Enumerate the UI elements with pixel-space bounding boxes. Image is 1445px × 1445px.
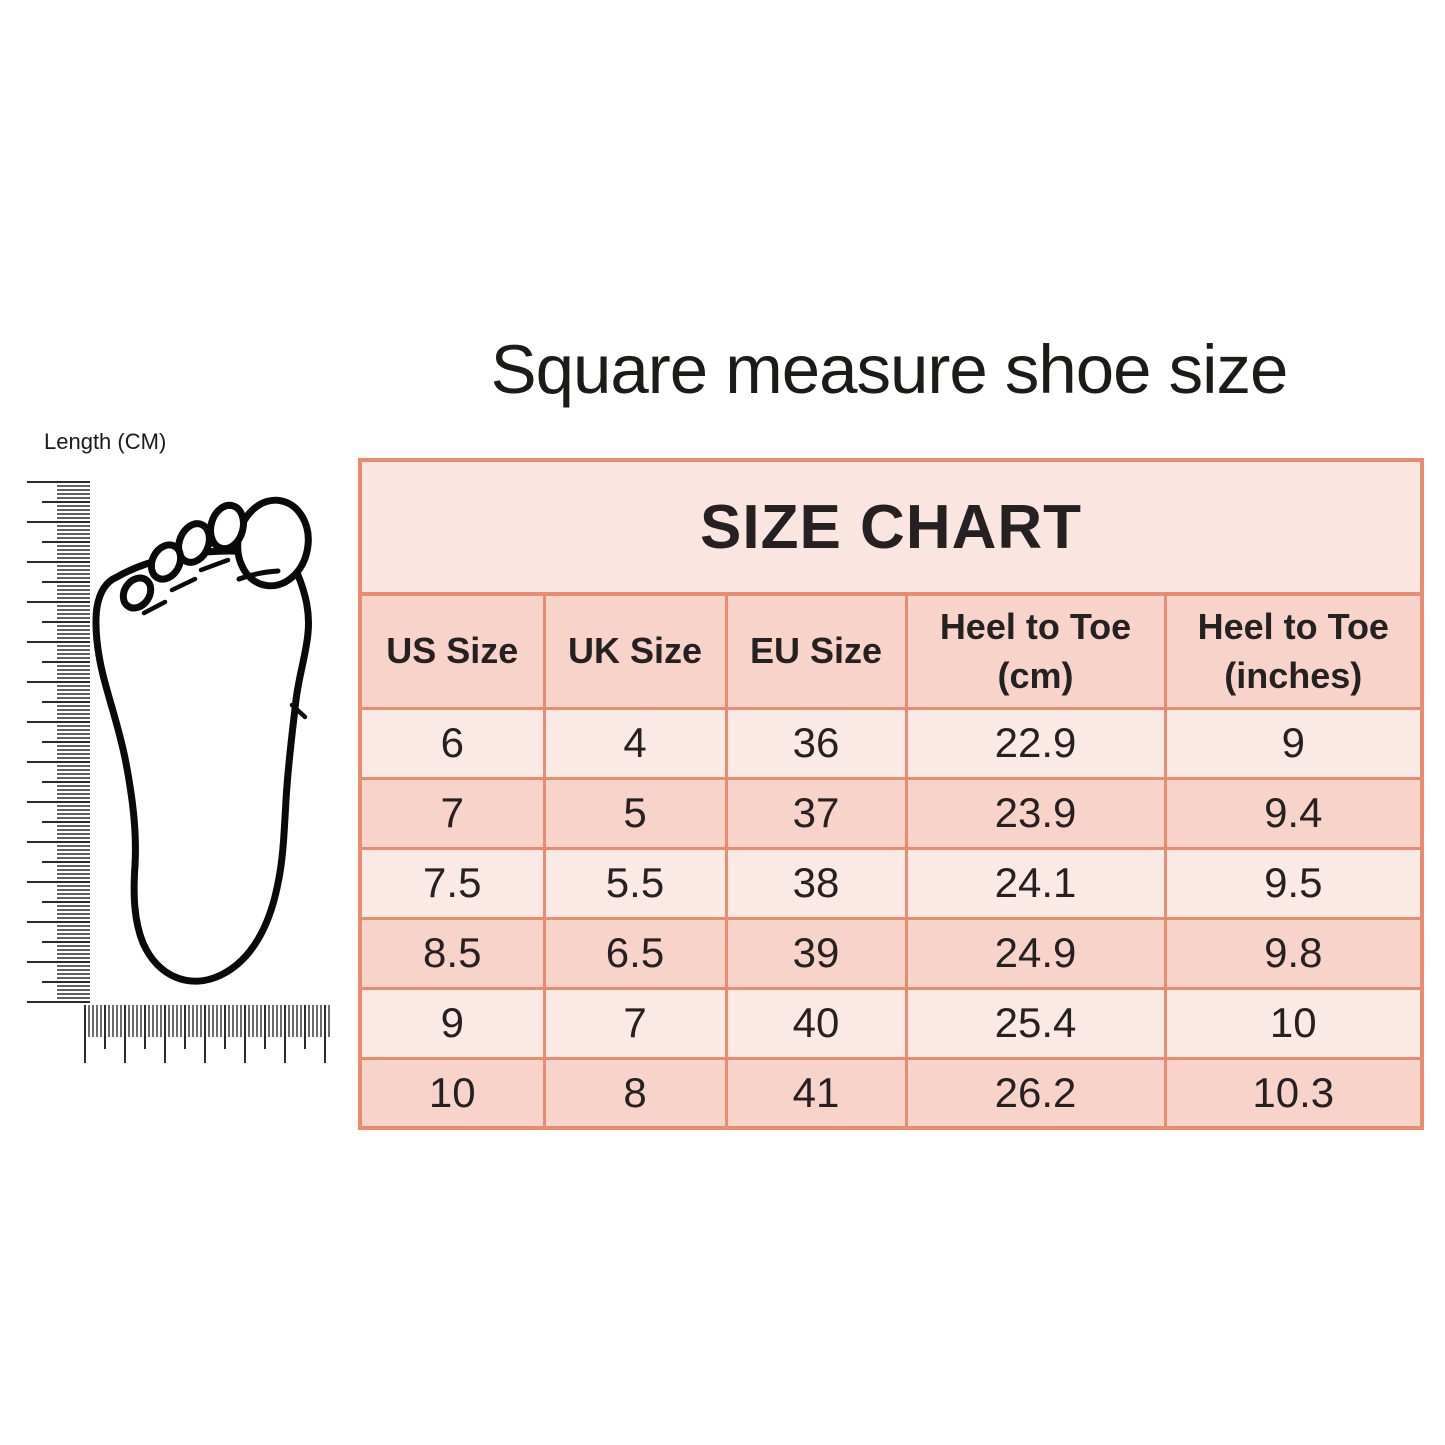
table-title-row: SIZE CHART <box>358 458 1424 596</box>
table-row: 6 4 36 22.9 9 <box>358 706 1424 780</box>
table-cell: 10 <box>358 1056 546 1130</box>
column-header-eu-size: EU Size <box>724 592 908 710</box>
table-cell: 22.9 <box>904 706 1167 780</box>
table-cell: 40 <box>724 986 908 1060</box>
horizontal-ruler-icon <box>84 1005 330 1063</box>
table-cell: 25.4 <box>904 986 1167 1060</box>
table-cell: 6 <box>358 706 546 780</box>
table-cell: 37 <box>724 776 908 850</box>
table-row: 7 5 37 23.9 9.4 <box>358 776 1424 850</box>
foot-outline-icon <box>92 496 312 985</box>
table-cell: 8 <box>542 1056 728 1130</box>
table-row: 7.5 5.5 38 24.1 9.5 <box>358 846 1424 920</box>
table-cell: 9 <box>1163 706 1424 780</box>
ruler-length-label: Length (CM) <box>44 429 167 454</box>
table-cell: 6.5 <box>542 916 728 990</box>
table-cell: 24.1 <box>904 846 1167 920</box>
table-cell: 7.5 <box>358 846 546 920</box>
column-header-uk-size: UK Size <box>542 592 728 710</box>
table-cell: 38 <box>724 846 908 920</box>
table-row: 8.5 6.5 39 24.9 9.8 <box>358 916 1424 990</box>
column-header-us-size: US Size <box>358 592 546 710</box>
page-title: Square measure shoe size <box>490 331 1289 408</box>
table-cell: 7 <box>358 776 546 850</box>
table-cell: 4 <box>542 706 728 780</box>
table-cell: 9.8 <box>1163 916 1424 990</box>
table-cell: 9.4 <box>1163 776 1424 850</box>
table-cell: 10 <box>1163 986 1424 1060</box>
table-cell: 8.5 <box>358 916 546 990</box>
table-cell: 5.5 <box>542 846 728 920</box>
square-measure-illustration <box>27 481 330 1063</box>
table-cell: 26.2 <box>904 1056 1167 1130</box>
table-cell: 23.9 <box>904 776 1167 850</box>
table-row: 9 7 40 25.4 10 <box>358 986 1424 1060</box>
table-cell: 10.3 <box>1163 1056 1424 1130</box>
table-cell: 24.9 <box>904 916 1167 990</box>
table-cell: 39 <box>724 916 908 990</box>
table-cell: 41 <box>724 1056 908 1130</box>
table-cell: 9.5 <box>1163 846 1424 920</box>
table-cell: 9 <box>358 986 546 1060</box>
column-header-heel-to-toe-inches: Heel to Toe (inches) <box>1163 592 1424 710</box>
table-row: 10 8 41 26.2 10.3 <box>358 1056 1424 1130</box>
table-cell: 7 <box>542 986 728 1060</box>
vertical-ruler-icon <box>27 481 90 1003</box>
table-heading: SIZE CHART <box>358 458 1424 596</box>
table-cell: 5 <box>542 776 728 850</box>
size-chart-table: SIZE CHART US Size UK Size EU Size Heel … <box>358 458 1425 1130</box>
table-header-row: US Size UK Size EU Size Heel to Toe (cm)… <box>358 592 1424 710</box>
column-header-heel-to-toe-cm: Heel to Toe (cm) <box>904 592 1167 710</box>
table-cell: 36 <box>724 706 908 780</box>
